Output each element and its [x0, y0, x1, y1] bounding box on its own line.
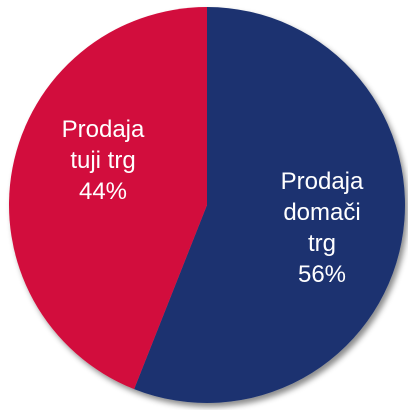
pie-slice-0 [134, 7, 406, 403]
slice-label-line: domači [283, 199, 360, 226]
pie-labels: Prodaja domači trg 56% Prodaja tuji trg 44% [62, 116, 364, 288]
pie-slice-1 [8, 7, 207, 390]
slice-value-label: 56% [298, 261, 346, 288]
slice-label-line: tuji trg [70, 147, 135, 174]
slice-label-line: Prodaja [281, 168, 364, 195]
slice-label-1: Prodaja tuji trg 44% [62, 116, 145, 205]
slice-label-line: Prodaja [62, 116, 145, 143]
pie-slices [8, 7, 406, 403]
slice-label-0: Prodaja domači trg 56% [281, 168, 364, 288]
slice-label-line: trg [308, 230, 336, 257]
slice-value-label: 44% [79, 178, 127, 205]
